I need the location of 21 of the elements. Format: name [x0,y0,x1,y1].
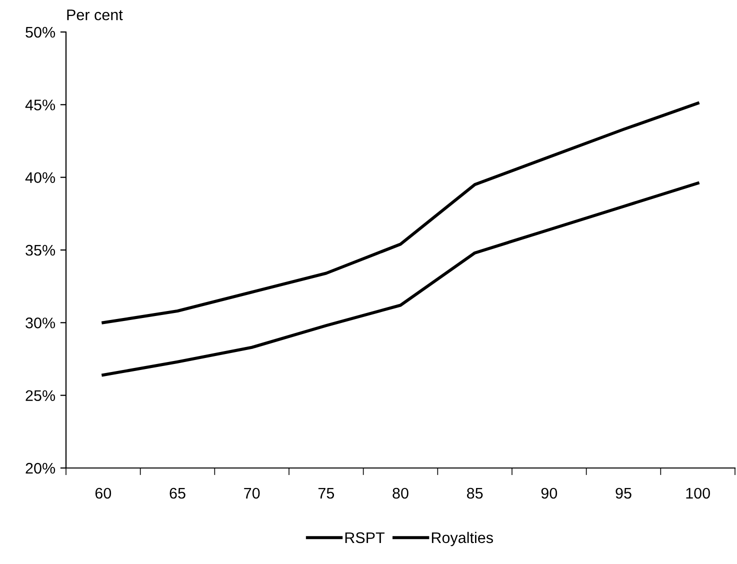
x-tick-label: 70 [244,488,260,499]
x-tick-label: 100 [686,488,710,499]
x-tick-label: 75 [318,488,334,499]
y-tick-label: 35% [26,244,56,256]
y-tick-label: 20% [26,462,56,474]
x-tick-label: 85 [467,488,483,499]
line-series [102,182,700,377]
line-series [102,102,700,324]
y-tick-label: 50% [26,26,56,38]
x-tick-label: 90 [541,488,558,499]
x-tick-label: 80 [392,488,408,499]
y-tick-label: 45% [25,100,56,110]
x-tick-label: 65 [170,488,186,499]
x-tick-label: 60 [95,488,112,499]
y-axis-title: Per cent [67,10,123,20]
y-tick-label: 25% [26,390,56,402]
x-tick-label: 95 [616,488,632,499]
legend-label: Royalties [432,532,493,546]
legend-label: RSPT [345,532,385,544]
y-tick-label: 30% [26,318,56,328]
y-tick-label: 40% [25,172,56,184]
